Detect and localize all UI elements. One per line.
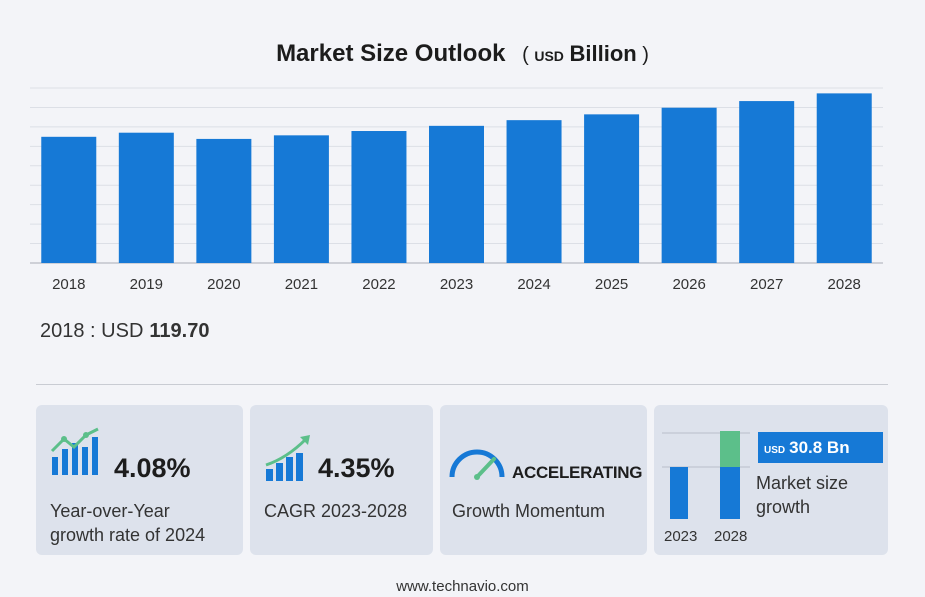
bar-2019 — [118, 132, 174, 263]
x-tick-label-2021: 2021 — [285, 276, 318, 293]
cagr-card: 4.35% CAGR 2023-2028 — [250, 405, 433, 555]
x-tick-label-2026: 2026 — [672, 276, 705, 293]
section-divider — [36, 384, 888, 385]
bar-2025 — [584, 114, 640, 263]
x-tick-label-2019: 2019 — [130, 276, 163, 293]
bar-2023 — [429, 125, 484, 264]
x-tick-label-2023: 2023 — [440, 276, 473, 293]
unit-open-paren: ( — [522, 44, 529, 66]
bar-2028 — [816, 93, 872, 264]
cagr-value: 4.35% — [318, 453, 395, 483]
mini-bar-2023 — [670, 467, 688, 519]
growth-card: 2023 2028 Market size growth — [654, 405, 888, 555]
growth-mini-chart — [662, 431, 750, 519]
yoy-description: Year-over-Year growth rate of 2024 — [50, 499, 205, 547]
x-tick-label-2025: 2025 — [595, 276, 628, 293]
yoy-value: 4.08% — [114, 453, 191, 483]
bar-2021 — [273, 135, 329, 263]
cagr-description: CAGR 2023-2028 — [264, 501, 408, 521]
trend-bars-icon — [265, 435, 310, 481]
yoy-line2: growth rate of 2024 — [50, 525, 206, 545]
x-tick-label-2024: 2024 — [517, 276, 550, 293]
speedometer-icon — [449, 449, 505, 480]
growth-line2: growth — [756, 497, 811, 517]
unit-usd: USD — [534, 48, 564, 64]
chart-title-text: Market Size Outlook — [276, 40, 506, 67]
x-tick-label-2028: 2028 — [828, 276, 861, 293]
chart-title: Market Size Outlook ( USD Billion ) — [0, 40, 925, 68]
x-tick-label-2022: 2022 — [362, 276, 395, 293]
momentum-description: Growth Momentum — [452, 501, 606, 521]
growth-year-a: 2023 — [664, 528, 698, 545]
bar-2027 — [739, 101, 795, 263]
footer-url: www.technavio.com — [396, 578, 529, 595]
growth-year-b: 2028 — [714, 528, 748, 545]
bar-2024 — [506, 120, 562, 263]
growth-line1: Market size — [756, 473, 849, 493]
x-tick-label-2018: 2018 — [52, 276, 85, 293]
base-year-value: 2018 : USD 119.70 — [40, 320, 209, 343]
momentum-card: ACCELERATING Growth Momentum — [440, 405, 647, 555]
growth-badge: USD 30.8 Bn — [758, 432, 883, 463]
bar-chart: 2018 2019 2020 2021 2022 2023 2024 2025 2026 2027… — [30, 87, 883, 293]
bar-2018 — [41, 136, 97, 263]
x-tick-label-2027: 2027 — [750, 276, 783, 293]
base-year-prefix: 2018 : USD — [40, 320, 144, 342]
unit-close-paren: ) — [642, 44, 649, 66]
bar-2020 — [196, 138, 252, 263]
base-year-amount: 119.70 — [149, 320, 210, 342]
yoy-line1: Year-over-Year — [50, 501, 170, 521]
growth-badge-usd: USD — [764, 445, 786, 456]
x-tick-label-2020: 2020 — [207, 276, 240, 293]
yoy-card: 4.08% Year-over-Year growth rate of 2024 — [36, 405, 243, 555]
mini-bar-2028 — [720, 467, 740, 519]
unit-label: ( USD Billion ) — [522, 41, 649, 66]
bar-2026 — [661, 107, 717, 263]
growth-description: Market size growth — [756, 471, 848, 519]
growth-badge-value: 30.8 Bn — [789, 438, 850, 457]
growth-bars-icon — [50, 427, 99, 475]
momentum-value: ACCELERATING — [512, 463, 643, 482]
mini-bar-growth — [720, 431, 740, 467]
bar-2022 — [351, 131, 407, 263]
unit-billion: Billion — [569, 41, 637, 66]
